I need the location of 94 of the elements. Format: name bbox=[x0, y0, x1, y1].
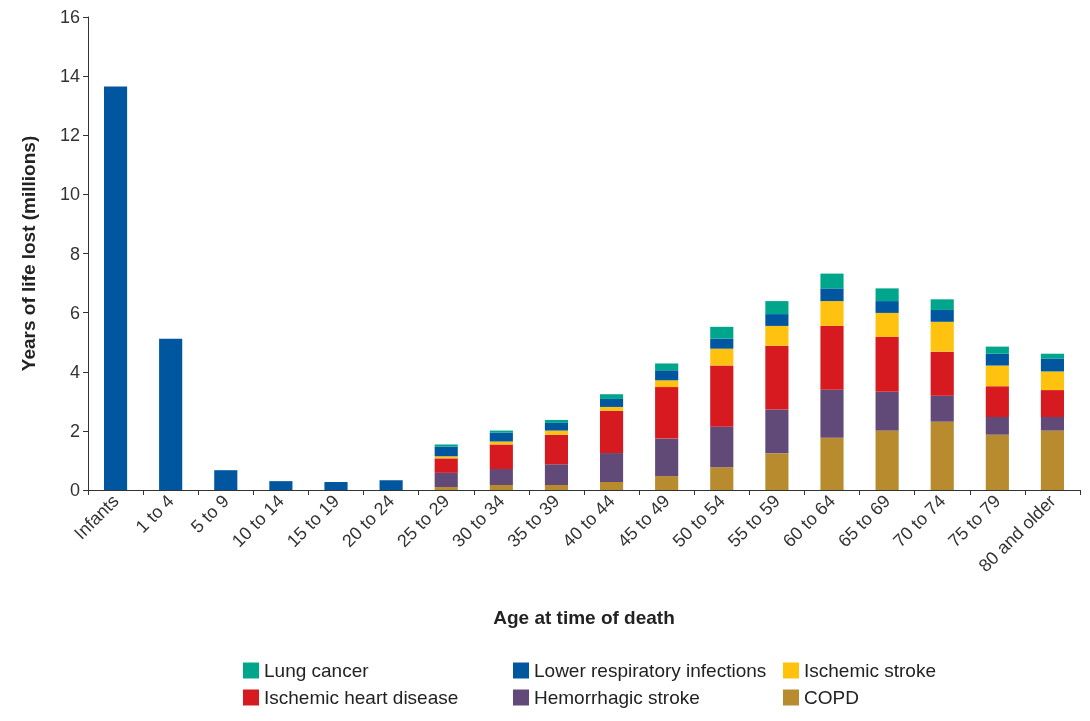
bar bbox=[1040, 416, 1065, 431]
bar bbox=[599, 453, 624, 483]
bar bbox=[489, 432, 513, 442]
bar bbox=[765, 345, 789, 410]
bar bbox=[159, 338, 183, 490]
y-axis-title: Years of life lost (millions) bbox=[18, 135, 39, 372]
bar bbox=[269, 481, 293, 490]
bar bbox=[985, 434, 1009, 490]
bar bbox=[655, 387, 679, 439]
bar bbox=[103, 86, 128, 490]
y-tick-label: 6 bbox=[69, 302, 80, 323]
legend-label: Lower respiratory infections bbox=[534, 660, 767, 681]
bar bbox=[930, 299, 954, 310]
bar bbox=[930, 351, 954, 396]
y-tick-label: 12 bbox=[59, 125, 80, 146]
bar bbox=[544, 419, 569, 423]
bar bbox=[875, 288, 899, 302]
bar bbox=[1040, 371, 1065, 391]
bar bbox=[710, 365, 734, 427]
bar bbox=[765, 325, 789, 346]
bar bbox=[820, 389, 844, 438]
x-axis-title: Age at time of death bbox=[493, 607, 675, 628]
bar bbox=[930, 309, 954, 322]
bar bbox=[765, 301, 789, 315]
bar bbox=[985, 386, 1009, 417]
x-tick-label: 1 to 4 bbox=[131, 490, 178, 537]
bar bbox=[930, 321, 954, 352]
bar bbox=[875, 312, 899, 337]
bar bbox=[710, 326, 734, 339]
bar bbox=[655, 438, 679, 477]
y-tick-label: 2 bbox=[69, 420, 80, 441]
bar bbox=[820, 325, 844, 390]
bar bbox=[544, 484, 569, 490]
legend-label: Lung cancer bbox=[264, 660, 370, 681]
bar bbox=[875, 430, 899, 490]
bar bbox=[489, 469, 513, 485]
bar bbox=[434, 446, 458, 457]
bar bbox=[379, 480, 403, 490]
bar bbox=[710, 426, 734, 468]
bar bbox=[710, 467, 734, 490]
bar bbox=[434, 472, 458, 488]
bar bbox=[655, 370, 679, 381]
bar bbox=[1040, 358, 1065, 372]
bar bbox=[655, 363, 679, 371]
y-tick-label: 4 bbox=[69, 361, 80, 382]
bar bbox=[765, 453, 789, 490]
bar bbox=[1040, 390, 1065, 417]
bar bbox=[434, 458, 458, 473]
bar bbox=[765, 314, 789, 326]
bar bbox=[324, 482, 348, 490]
bar bbox=[820, 301, 844, 326]
bar bbox=[489, 444, 513, 470]
bar bbox=[655, 476, 679, 490]
bar bbox=[434, 444, 458, 447]
bar bbox=[599, 482, 624, 490]
bar bbox=[820, 437, 844, 490]
bar bbox=[655, 380, 679, 388]
bar bbox=[875, 301, 899, 313]
bar bbox=[875, 336, 899, 392]
bar bbox=[820, 288, 844, 302]
bar bbox=[985, 416, 1009, 435]
bar bbox=[434, 487, 458, 490]
legend-label: Hemorrhagic stroke bbox=[534, 687, 700, 708]
bar bbox=[985, 346, 1009, 354]
bar bbox=[489, 430, 513, 433]
bar bbox=[875, 391, 899, 431]
bar bbox=[434, 456, 458, 459]
bar bbox=[489, 484, 513, 490]
bar bbox=[930, 421, 954, 490]
y-tick-label: 8 bbox=[69, 243, 80, 264]
legend-label: COPD bbox=[804, 687, 859, 708]
bar bbox=[710, 338, 734, 349]
bar bbox=[544, 422, 569, 431]
bar bbox=[985, 365, 1009, 387]
y-tick-label: 14 bbox=[59, 66, 80, 87]
bar bbox=[599, 398, 624, 407]
bar bbox=[820, 273, 844, 289]
bar bbox=[710, 348, 734, 366]
y-tick-label: 16 bbox=[59, 7, 80, 27]
bar bbox=[544, 434, 569, 465]
bar bbox=[599, 406, 624, 411]
bar bbox=[214, 470, 238, 490]
bar bbox=[544, 464, 569, 485]
bar bbox=[1040, 430, 1065, 490]
y-tick-label: 0 bbox=[69, 480, 80, 500]
legend-label: Ischemic stroke bbox=[804, 660, 936, 681]
bar bbox=[544, 430, 569, 435]
bar bbox=[599, 410, 624, 454]
bar bbox=[765, 409, 789, 454]
legend-label: Ischemic heart disease bbox=[264, 687, 459, 708]
y-tick-label: 10 bbox=[59, 184, 80, 205]
bar bbox=[985, 353, 1009, 366]
bar bbox=[599, 394, 624, 399]
bar bbox=[930, 395, 954, 422]
